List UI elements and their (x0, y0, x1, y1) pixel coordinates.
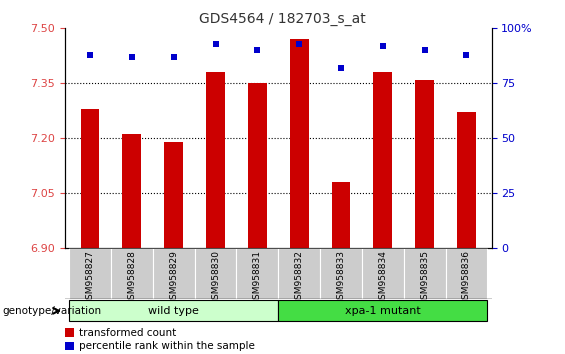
Text: genotype/variation: genotype/variation (3, 306, 102, 316)
Text: GSM958829: GSM958829 (169, 250, 178, 305)
Bar (123, 135, 141, 248)
FancyBboxPatch shape (279, 300, 488, 321)
FancyBboxPatch shape (69, 248, 111, 299)
Text: transformed count: transformed count (79, 327, 176, 338)
Text: GSM958832: GSM958832 (295, 250, 303, 305)
Bar (290, 39, 308, 248)
FancyBboxPatch shape (236, 248, 279, 299)
Text: GSM958834: GSM958834 (379, 250, 388, 305)
Text: GSM958828: GSM958828 (127, 250, 136, 305)
Bar (81, 109, 99, 248)
Point (295, 41, 304, 46)
Bar (164, 142, 183, 248)
Text: GSM958835: GSM958835 (420, 250, 429, 306)
Point (462, 52, 471, 57)
Bar (457, 113, 476, 248)
Text: GSM958833: GSM958833 (337, 250, 345, 306)
FancyBboxPatch shape (320, 248, 362, 299)
Text: GSM958836: GSM958836 (462, 250, 471, 306)
Bar (65, 329, 75, 337)
Bar (332, 182, 350, 248)
Point (379, 43, 388, 49)
Bar (415, 80, 434, 248)
Bar (65, 342, 75, 350)
Text: xpa-1 mutant: xpa-1 mutant (345, 306, 421, 316)
FancyBboxPatch shape (111, 248, 153, 299)
Point (127, 54, 136, 60)
Text: GSM958827: GSM958827 (85, 250, 94, 305)
Point (253, 47, 262, 53)
FancyBboxPatch shape (404, 248, 446, 299)
Text: wild type: wild type (148, 306, 199, 316)
Text: GSM958830: GSM958830 (211, 250, 220, 306)
FancyBboxPatch shape (362, 248, 404, 299)
FancyBboxPatch shape (153, 248, 194, 299)
FancyBboxPatch shape (194, 248, 236, 299)
Bar (206, 72, 225, 248)
FancyBboxPatch shape (446, 248, 488, 299)
Bar (248, 83, 267, 248)
Text: percentile rank within the sample: percentile rank within the sample (79, 341, 255, 351)
Point (169, 54, 178, 60)
Point (337, 65, 346, 71)
Bar (373, 72, 392, 248)
Point (420, 47, 429, 53)
Point (211, 41, 220, 46)
Point (85, 52, 94, 57)
FancyBboxPatch shape (69, 300, 279, 321)
Text: GDS4564 / 182703_s_at: GDS4564 / 182703_s_at (199, 12, 366, 27)
Text: GSM958831: GSM958831 (253, 250, 262, 306)
FancyBboxPatch shape (279, 248, 320, 299)
